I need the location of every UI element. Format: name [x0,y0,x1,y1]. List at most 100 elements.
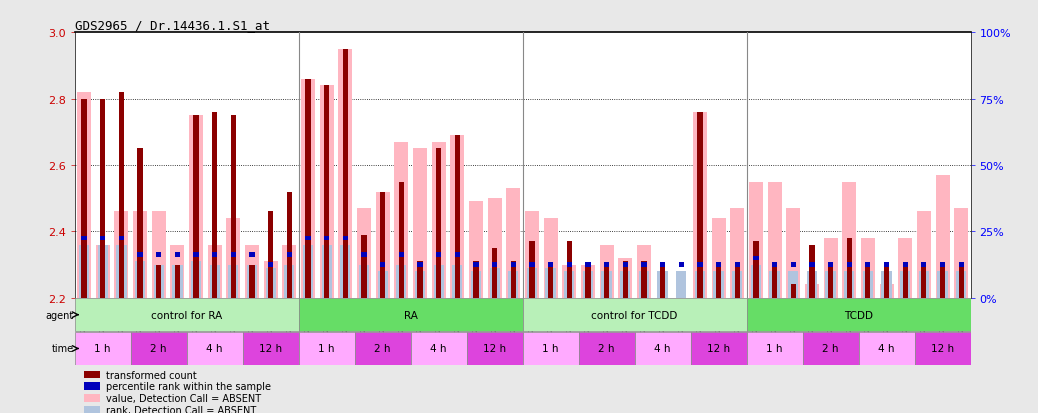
Text: RA: RA [404,310,417,320]
Bar [100,99,105,298]
Bar [791,263,796,267]
Bar [268,212,273,298]
Text: control for TCDD: control for TCDD [592,310,678,320]
Bar [152,212,166,298]
Text: 1 h: 1 h [319,344,335,354]
Bar [84,382,100,390]
Bar [825,272,836,298]
Bar [79,245,89,298]
Bar [226,218,241,298]
Bar [324,236,329,241]
Bar [791,285,796,298]
Bar [191,261,201,298]
Bar [118,236,124,241]
Bar [565,272,574,298]
Bar [172,265,183,298]
Bar [511,263,516,267]
Bar [601,272,611,298]
Bar [361,235,366,298]
Bar [245,245,260,298]
Text: 1 h: 1 h [543,344,558,354]
Bar [299,299,523,331]
Bar [581,265,595,298]
Bar [585,263,591,267]
Bar [380,192,385,298]
Bar [641,261,647,298]
Bar [954,209,968,298]
Text: time: time [52,344,74,354]
Bar [750,265,761,298]
Bar [417,263,422,267]
Bar [769,272,780,298]
Text: 12 h: 12 h [931,344,954,354]
Bar [828,263,834,267]
Bar [432,142,445,298]
Bar [417,261,422,298]
Bar [900,272,910,298]
Bar [380,263,385,267]
Bar [210,265,220,298]
Bar [189,116,203,298]
Bar [135,261,145,298]
Bar [95,245,110,298]
Bar [282,245,297,298]
Bar [507,189,520,298]
Bar [828,265,834,298]
Bar [81,236,87,241]
Bar [690,332,746,365]
Bar [156,253,161,257]
Bar [529,263,535,267]
Bar [399,182,404,298]
Bar [523,332,578,365]
Bar [903,265,908,298]
Bar [84,371,100,378]
Bar [881,272,892,298]
Bar [958,265,964,298]
Text: rank, Detection Call = ABSENT: rank, Detection Call = ABSENT [106,405,256,413]
Bar [732,272,742,298]
Bar [623,263,628,267]
Bar [731,209,744,298]
Bar [378,272,388,298]
Bar [802,332,858,365]
Bar [228,265,239,298]
Bar [338,50,352,298]
Bar [116,245,127,298]
Bar [434,265,444,298]
Text: agent: agent [46,310,74,320]
Bar [548,265,553,298]
Bar [455,253,460,257]
Bar [137,253,142,257]
Bar [660,263,665,267]
Bar [713,272,723,298]
Bar [322,245,332,298]
Bar [230,253,236,257]
Bar [154,265,164,298]
Bar [212,113,217,298]
Bar [676,272,686,298]
Bar [84,406,100,413]
Text: GDS2965 / Dr.14436.1.S1_at: GDS2965 / Dr.14436.1.S1_at [75,19,270,32]
Text: 4 h: 4 h [654,344,671,354]
Bar [623,261,628,298]
Text: TCDD: TCDD [844,310,873,320]
Bar [657,272,667,298]
Bar [804,285,819,298]
Bar [527,268,537,298]
Bar [716,263,721,267]
Bar [823,238,838,298]
Bar [844,272,854,298]
Bar [473,261,479,298]
Bar [114,212,129,298]
Bar [788,272,798,298]
Bar [884,263,890,267]
Text: 12 h: 12 h [483,344,507,354]
Bar [286,192,292,298]
Text: 1 h: 1 h [766,344,783,354]
Bar [903,263,908,267]
Bar [620,272,630,298]
Bar [75,332,131,365]
Bar [660,265,665,298]
Bar [247,265,257,298]
Bar [847,263,852,267]
